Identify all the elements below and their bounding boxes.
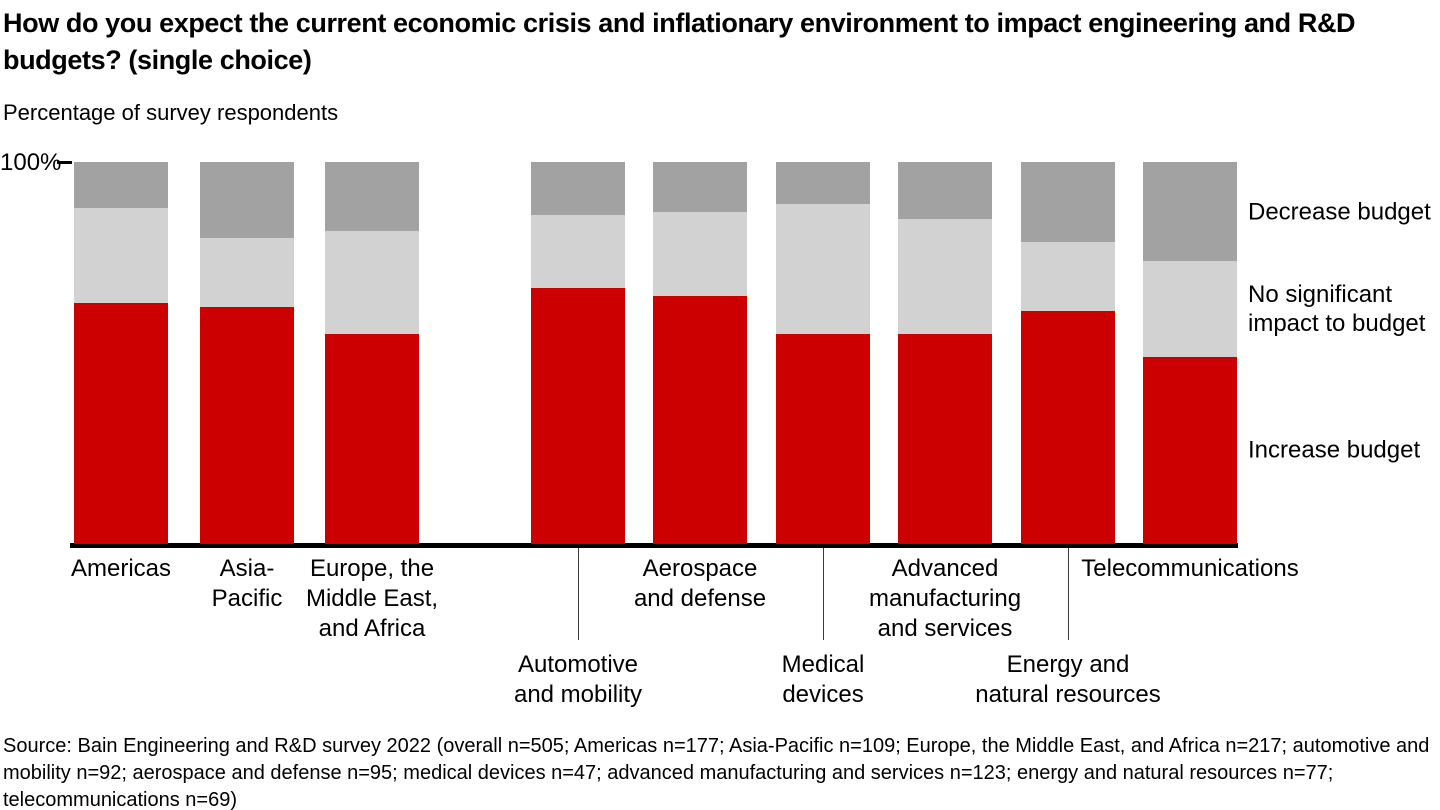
segment-increase-budget [1143, 356, 1237, 544]
category-label-advanced-manufacturing-and-services: Advanced manufacturing and services [868, 555, 1022, 642]
bar-automotive-and-mobility [531, 162, 625, 544]
chart-title: How do you expect the current economic c… [3, 8, 1356, 75]
category-label-automotive-and-mobility: Automotive and mobility [513, 651, 643, 708]
segment-no-significant-impact-to-budget [1143, 261, 1237, 357]
group-divider-line [1068, 548, 1069, 640]
legend-label-increase-budget: Increase budget [1248, 436, 1421, 464]
segment-no-significant-impact-to-budget [1021, 242, 1115, 311]
segment-decrease-budget [200, 162, 294, 239]
segment-increase-budget [653, 295, 747, 544]
y-axis-100-label: 100% [0, 149, 62, 176]
bar-asia-pacific [200, 162, 294, 544]
segment-increase-budget [776, 333, 870, 544]
segment-increase-budget [898, 333, 992, 544]
segment-increase-budget [325, 333, 419, 544]
segment-decrease-budget [325, 162, 419, 231]
segment-decrease-budget [776, 162, 870, 205]
segment-decrease-budget [74, 162, 168, 208]
segment-decrease-budget [531, 162, 625, 216]
segment-increase-budget [531, 288, 625, 544]
segment-no-significant-impact-to-budget [200, 238, 294, 308]
bar-energy-and-natural-resources [1021, 162, 1115, 544]
bar-medical-devices [776, 162, 870, 544]
group-divider-line [578, 548, 579, 640]
category-label-energy-and-natural-resources: Energy and natural resources [975, 651, 1161, 708]
category-label-americas: Americas [70, 555, 172, 582]
category-label-telecommunications: Telecommunications [1081, 555, 1299, 582]
segment-decrease-budget [653, 162, 747, 212]
y-axis-tick [57, 161, 72, 164]
chart-subtitle: Percentage of survey respondents [3, 100, 339, 125]
source-note: Source: Bain Engineering and R&D survey … [3, 735, 1430, 810]
legend-label-no-significant-impact-to-budget: No significant impact to budget [1248, 281, 1426, 338]
category-label-asia-pacific: Asia-Pacific [211, 555, 283, 612]
segment-decrease-budget [1143, 162, 1237, 262]
bar-advanced-manufacturing-and-services [898, 162, 992, 544]
segment-decrease-budget [1021, 162, 1115, 243]
legend-label-decrease-budget: Decrease budget [1248, 198, 1431, 226]
segment-no-significant-impact-to-budget [74, 207, 168, 304]
category-label-europe-the-middle-east-and-africa: Europe, the Middle East, and Africa [305, 555, 439, 642]
x-axis-line [70, 543, 1238, 548]
segment-decrease-budget [898, 162, 992, 220]
segment-no-significant-impact-to-budget [898, 219, 992, 334]
segment-increase-budget [74, 303, 168, 544]
segment-increase-budget [1021, 310, 1115, 544]
bar-americas [74, 162, 168, 544]
bar-europe-the-middle-east-and-africa [325, 162, 419, 544]
category-label-medical-devices: Medical devices [781, 651, 865, 708]
category-label-aerospace-and-defense: Aerospace and defense [633, 555, 767, 612]
bar-telecommunications [1143, 162, 1237, 544]
group-divider-line [823, 548, 824, 640]
segment-no-significant-impact-to-budget [531, 215, 625, 289]
segment-no-significant-impact-to-budget [653, 211, 747, 296]
segment-no-significant-impact-to-budget [776, 204, 870, 334]
segment-increase-budget [200, 307, 294, 544]
bar-aerospace-and-defense [653, 162, 747, 544]
segment-no-significant-impact-to-budget [325, 230, 419, 334]
